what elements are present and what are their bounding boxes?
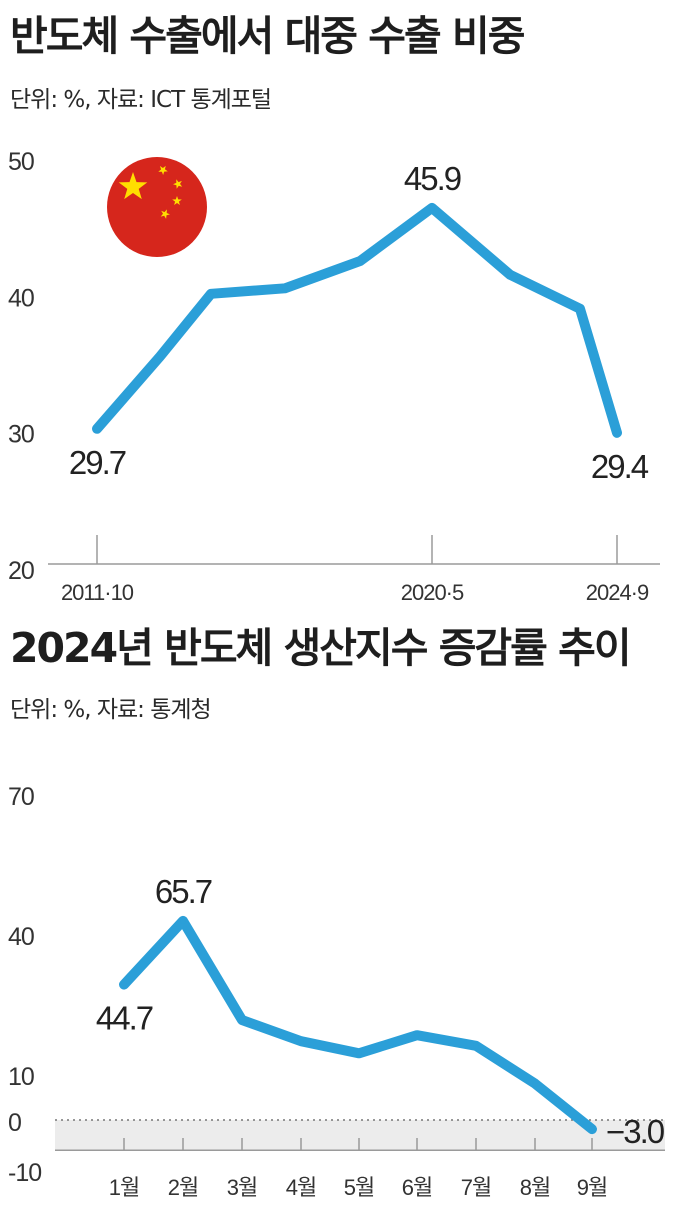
data-point	[473, 1042, 479, 1049]
series-line	[119, 915, 597, 1135]
data-label: 29.4	[591, 448, 649, 485]
data-point	[429, 204, 435, 211]
data-point	[414, 1032, 420, 1039]
data-label: −3.0	[606, 1113, 665, 1150]
production-index-chart: 2024년 반도체 생산지수 증감률 추이 단위: %, 자료: 통계청 -10…	[0, 610, 682, 1217]
data-point	[589, 1126, 595, 1133]
x-tick-label: 1월	[109, 1175, 139, 1200]
y-tick-label: 0	[8, 1109, 21, 1137]
data-point	[614, 429, 620, 436]
data-point	[282, 285, 288, 292]
flag-star	[158, 165, 168, 175]
y-tick-label: 20	[8, 557, 34, 585]
x-tick-label: 9월	[577, 1175, 607, 1200]
chart-title: 반도체 수출에서 대중 수출 비중	[10, 12, 525, 60]
data-label: 45.9	[404, 160, 461, 197]
flag-star	[118, 172, 148, 200]
data-point	[298, 1038, 304, 1045]
data-label: 65.7	[155, 873, 212, 910]
export-share-chart: 반도체 수출에서 대중 수출 비중 단위: %, 자료: ICT 통계포털 20…	[8, 12, 660, 605]
x-tick-label: 7월	[461, 1175, 491, 1200]
data-label: 29.7	[69, 444, 126, 481]
x-tick-label: 2011·10	[61, 580, 134, 605]
x-tick-label: 5월	[344, 1175, 374, 1200]
x-tick-label: 2024·9	[586, 580, 649, 605]
data-point	[577, 305, 583, 312]
flag-star	[173, 179, 183, 189]
chart-subtitle: 단위: %, 자료: ICT 통계포털	[10, 87, 272, 113]
data-point	[239, 1017, 245, 1024]
y-tick-label: 40	[8, 284, 34, 312]
x-tick-label: 8월	[520, 1175, 550, 1200]
data-point	[180, 917, 186, 924]
y-tick-label: 50	[8, 148, 34, 176]
below-zero-band	[55, 1120, 665, 1151]
flag-star	[172, 196, 182, 205]
x-tick-label: 2월	[168, 1175, 198, 1200]
y-tick-label: 10	[8, 1063, 34, 1091]
y-tick-label: 70	[8, 783, 34, 811]
data-point	[121, 981, 127, 988]
data-point	[94, 425, 100, 432]
china-flag-icon	[107, 157, 207, 257]
data-point	[208, 290, 214, 297]
data-label: 44.7	[96, 1000, 153, 1037]
y-tick-label: 40	[8, 923, 34, 951]
data-point	[357, 258, 363, 265]
chart-title: 2024년 반도체 생산지수 증감률 추이	[10, 624, 632, 672]
x-tick-label: 6월	[402, 1175, 432, 1200]
data-point	[157, 353, 163, 360]
y-tick-label: 30	[8, 421, 34, 449]
flag-star	[160, 209, 170, 219]
data-point	[356, 1050, 362, 1057]
export-share-plot: 20 30 40 50 2011·10 2020·5 2024·9 29.7 45.9 29.4	[8, 148, 660, 605]
y-tick-label: -10	[8, 1159, 41, 1187]
chart-subtitle: 단위: %, 자료: 통계청	[10, 697, 212, 723]
production-index-plot: -10 0 10 40 70 1월 2월 3월 4월 5월 6월 7월 8월 9월 44.7 65.7 −3.…	[8, 783, 667, 1200]
x-tick-label: 4월	[286, 1175, 316, 1200]
data-point	[532, 1080, 538, 1087]
x-tick-label: 3월	[227, 1175, 257, 1200]
data-point	[507, 271, 513, 278]
x-tick-label: 2020·5	[401, 580, 464, 605]
